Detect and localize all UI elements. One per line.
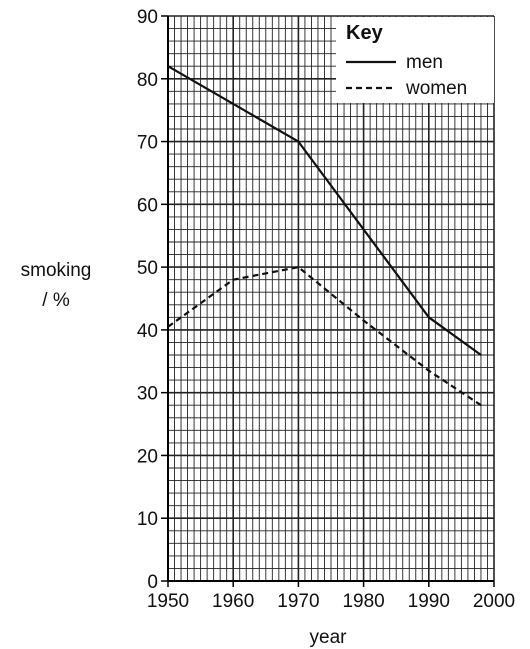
y-tick-label: 70 xyxy=(137,133,158,154)
chart-series xyxy=(167,65,482,407)
y-tick-label: 30 xyxy=(137,384,158,405)
x-tick-label: 2000 xyxy=(473,591,515,612)
y-tick-label: 40 xyxy=(137,321,158,342)
chart-axes xyxy=(167,16,494,582)
y-axis-title-line: / % xyxy=(42,290,70,311)
legend-label-men: men xyxy=(406,52,443,73)
y-tick-label: 20 xyxy=(137,446,158,467)
y-tick-label: 80 xyxy=(137,70,158,91)
legend-title: Key xyxy=(346,22,384,44)
y-axis-title-line: smoking xyxy=(21,260,92,281)
series-line-women xyxy=(167,266,482,407)
y-tick-label: 10 xyxy=(137,509,158,530)
chart-legend: Key men women xyxy=(336,17,494,103)
chart-axis-titles: year smoking / % xyxy=(21,260,348,648)
x-tick-label: 1980 xyxy=(342,591,384,612)
legend-box xyxy=(336,17,494,103)
series-line-men xyxy=(167,65,482,356)
y-tick-label: 0 xyxy=(147,572,158,593)
legend-label-women: women xyxy=(405,78,467,99)
y-tick-label: 50 xyxy=(137,258,158,279)
x-tick-label: 1990 xyxy=(408,591,450,612)
x-axis-title: year xyxy=(310,627,348,648)
y-tick-label: 90 xyxy=(137,7,158,28)
x-tick-label: 1950 xyxy=(147,591,189,612)
chart-grid xyxy=(167,15,495,582)
y-tick-label: 60 xyxy=(137,195,158,216)
x-tick-label: 1960 xyxy=(212,591,254,612)
x-tick-label: 1970 xyxy=(277,591,319,612)
chart-ticks: 0 10 20 30 40 50 60 70 80 90 1950 1960 1970 1980 1990 2… xyxy=(137,7,515,612)
